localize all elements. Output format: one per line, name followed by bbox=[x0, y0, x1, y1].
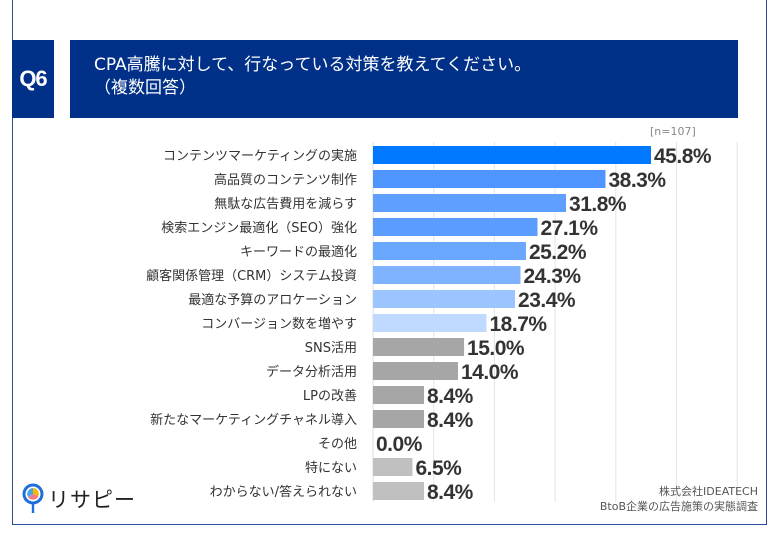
category-label: 最適な予算のアロケーション bbox=[188, 292, 357, 308]
bar bbox=[373, 386, 424, 404]
value-label: 6.5% bbox=[415, 457, 462, 480]
title-line-2: （複数回答） bbox=[94, 78, 196, 98]
bar bbox=[373, 266, 521, 284]
credit: 株式会社IDEATECH BtoB企業の広告施策の実態調査 bbox=[600, 484, 758, 514]
category-label: コンバージョン数を増やす bbox=[201, 317, 357, 332]
bar bbox=[373, 146, 652, 164]
sample-size: [n=107] bbox=[650, 125, 696, 138]
value-label: 24.3% bbox=[524, 265, 582, 288]
value-label: 31.8% bbox=[569, 193, 627, 216]
value-label: 27.1% bbox=[540, 217, 598, 240]
question-number: Q6 bbox=[12, 40, 54, 118]
value-label: 38.3% bbox=[608, 169, 666, 192]
value-label: 8.4% bbox=[427, 409, 474, 432]
company-name: 株式会社IDEATECH bbox=[659, 485, 758, 498]
value-label: 18.7% bbox=[490, 313, 548, 336]
bar bbox=[373, 362, 458, 380]
survey-name: BtoB企業の広告施策の実態調査 bbox=[599, 500, 758, 513]
value-label: 45.8% bbox=[654, 145, 712, 168]
value-label: 15.0% bbox=[467, 337, 525, 360]
bar bbox=[373, 290, 516, 308]
value-label: 23.4% bbox=[518, 289, 576, 312]
value-label: 0.0% bbox=[376, 433, 423, 456]
chart-frame bbox=[12, 0, 767, 525]
magnifier-pie-icon bbox=[22, 483, 44, 513]
risapy-logo: リサピー bbox=[22, 483, 136, 515]
category-label: 新たなマーケティングチャネル導入 bbox=[150, 412, 357, 428]
question-title: CPA高騰に対して、行なっている対策を教えてください。 （複数回答） bbox=[70, 40, 738, 118]
bar bbox=[373, 314, 487, 332]
category-label: 検索エンジン最適化（SEO）強化 bbox=[161, 220, 357, 236]
category-label: コンテンツマーケティングの実施 bbox=[163, 148, 357, 164]
value-label: 8.4% bbox=[427, 385, 474, 408]
category-label: 顧客関係管理（CRM）システム投資 bbox=[146, 268, 357, 284]
bar bbox=[373, 482, 424, 500]
category-label: データ分析活用 bbox=[266, 364, 357, 380]
category-label: SNS活用 bbox=[305, 341, 357, 356]
category-label: わからない/答えられない bbox=[210, 484, 357, 500]
title-line-1: CPA高騰に対して、行なっている対策を教えてください。 bbox=[94, 55, 532, 75]
bar bbox=[373, 242, 526, 260]
bar bbox=[373, 458, 413, 476]
bar bbox=[373, 218, 538, 236]
bar bbox=[373, 338, 465, 356]
category-label: 特にない bbox=[305, 461, 357, 476]
bar bbox=[373, 410, 424, 428]
category-label: LPの改善 bbox=[303, 388, 357, 404]
value-label: 25.2% bbox=[529, 241, 587, 264]
category-label: その他 bbox=[318, 437, 357, 452]
bar bbox=[373, 194, 567, 212]
logo-text: リサピー bbox=[48, 488, 136, 512]
value-label: 8.4% bbox=[427, 481, 474, 504]
category-label: 高品質のコンテンツ制作 bbox=[214, 172, 357, 188]
bar bbox=[373, 170, 606, 188]
value-label: 14.0% bbox=[461, 361, 519, 384]
category-label: 無駄な広告費用を減らす bbox=[214, 196, 357, 212]
category-label: キーワードの最適化 bbox=[240, 244, 357, 260]
